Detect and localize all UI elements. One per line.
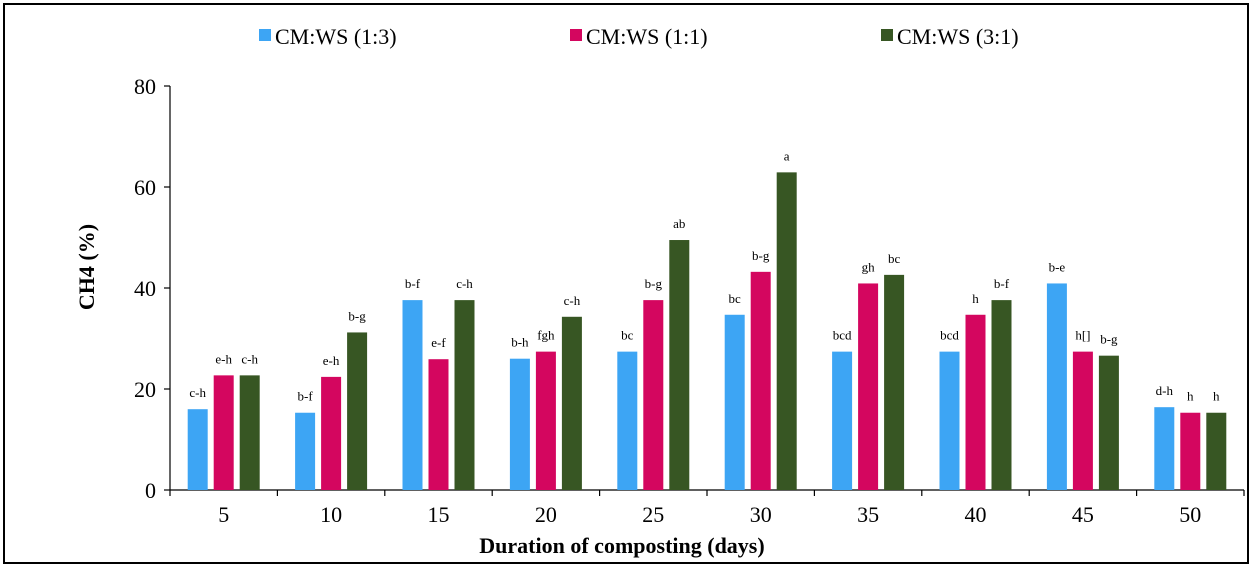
plot-area: 0 20 40 60 80 5 c-h e-h c-h 10 b-f e-h b-g 15 b-f e-f c-… — [134, 74, 1245, 527]
bar-data-label: b-e — [1049, 259, 1066, 274]
y-axis-title: CH4 (%) — [74, 224, 99, 310]
bar-series-3 — [347, 332, 368, 490]
bar-data-label: h — [1187, 389, 1194, 404]
x-tick-label: 50 — [1179, 502, 1201, 527]
bar-series-2 — [643, 300, 664, 490]
bar-series-2 — [321, 376, 342, 490]
bar-data-label: b-g — [348, 308, 366, 323]
bar-data-label: d-h — [1156, 383, 1174, 398]
bar-series-3 — [239, 375, 260, 490]
x-tick-label: 5 — [218, 502, 229, 527]
legend-label-3: CM:WS (3:1) — [897, 24, 1019, 49]
bar-series-1 — [1046, 283, 1067, 490]
bar-series-1 — [509, 358, 530, 490]
y-tick-label: 0 — [145, 478, 156, 503]
bar-data-label: h — [972, 291, 979, 306]
bar-series-2 — [1180, 412, 1201, 490]
y-tick-label: 80 — [134, 74, 156, 99]
legend-swatch-1 — [259, 29, 271, 41]
bar-series-1 — [832, 351, 853, 490]
bar-series-3 — [454, 300, 475, 490]
bar-series-1 — [295, 412, 316, 490]
x-tick-label: 40 — [965, 502, 987, 527]
legend-label-2: CM:WS (1:1) — [586, 24, 708, 49]
bar-series-2 — [1072, 351, 1093, 490]
bar-data-label: b-f — [994, 276, 1010, 291]
bar-data-label: a — [784, 148, 790, 163]
bar-data-label: ab — [673, 216, 685, 231]
bar-series-1 — [187, 409, 208, 490]
y-tick-label: 20 — [134, 377, 156, 402]
bar-series-3 — [561, 316, 582, 490]
bar-series-3 — [1206, 412, 1227, 490]
bar-data-label: b-f — [298, 389, 314, 404]
x-axis-title: Duration of composting (days) — [479, 533, 764, 558]
x-tick-label: 20 — [535, 502, 557, 527]
bar-data-label: h[] — [1075, 328, 1090, 343]
bar-series-3 — [1098, 355, 1119, 490]
x-tick-label: 25 — [642, 502, 664, 527]
bar-data-label: b-h — [511, 335, 529, 350]
legend-swatch-3 — [881, 29, 893, 41]
bar-series-1 — [617, 351, 638, 490]
y-tick-label: 40 — [134, 276, 156, 301]
bar-data-label: c-h — [241, 351, 258, 366]
x-tick-label: 30 — [750, 502, 772, 527]
bar-series-2 — [858, 283, 879, 490]
bar-data-label: e-f — [431, 335, 446, 350]
bar-series-2 — [428, 359, 449, 490]
x-tick-label: 35 — [857, 502, 879, 527]
bar-series-2 — [750, 271, 771, 490]
bar-data-label: bc — [621, 328, 634, 343]
bar-series-1 — [402, 300, 423, 490]
legend-swatch-2 — [570, 29, 582, 41]
bar-data-label: bc — [888, 251, 901, 266]
bar-data-label: bcd — [940, 328, 959, 343]
y-tick-label: 60 — [134, 175, 156, 200]
bar-series-1 — [1154, 407, 1175, 490]
x-tick-label: 45 — [1072, 502, 1094, 527]
bar-data-label: bcd — [833, 328, 852, 343]
bar-series-2 — [965, 314, 986, 490]
bar-series-1 — [939, 351, 960, 490]
x-tick-label: 10 — [320, 502, 342, 527]
bar-data-label: bc — [729, 291, 742, 306]
bar-data-label: c-h — [189, 385, 206, 400]
bar-data-label: fgh — [537, 328, 555, 343]
bar-data-label: gh — [862, 259, 876, 274]
bar-series-1 — [724, 314, 745, 490]
bar-series-3 — [669, 240, 690, 490]
bar-series-3 — [884, 274, 905, 490]
bar-data-label: b-g — [645, 276, 663, 291]
bar-data-label: e-h — [323, 353, 340, 368]
bar-series-3 — [991, 300, 1012, 490]
legend-label-1: CM:WS (1:3) — [275, 24, 397, 49]
bar-data-label: b-f — [405, 276, 421, 291]
bar-data-label: c-h — [564, 293, 581, 308]
bar-data-label: b-g — [1100, 332, 1118, 347]
bar-series-2 — [213, 375, 234, 490]
bar-data-label: h — [1213, 389, 1220, 404]
legend: CM:WS (1:3) CM:WS (1:1) CM:WS (3:1) — [259, 24, 1019, 49]
bar-series-2 — [535, 351, 556, 490]
x-tick-label: 15 — [428, 502, 450, 527]
bar-data-label: b-g — [752, 248, 770, 263]
bar-data-label: c-h — [456, 276, 473, 291]
bar-data-label: e-h — [215, 351, 232, 366]
bar-series-3 — [776, 172, 797, 491]
